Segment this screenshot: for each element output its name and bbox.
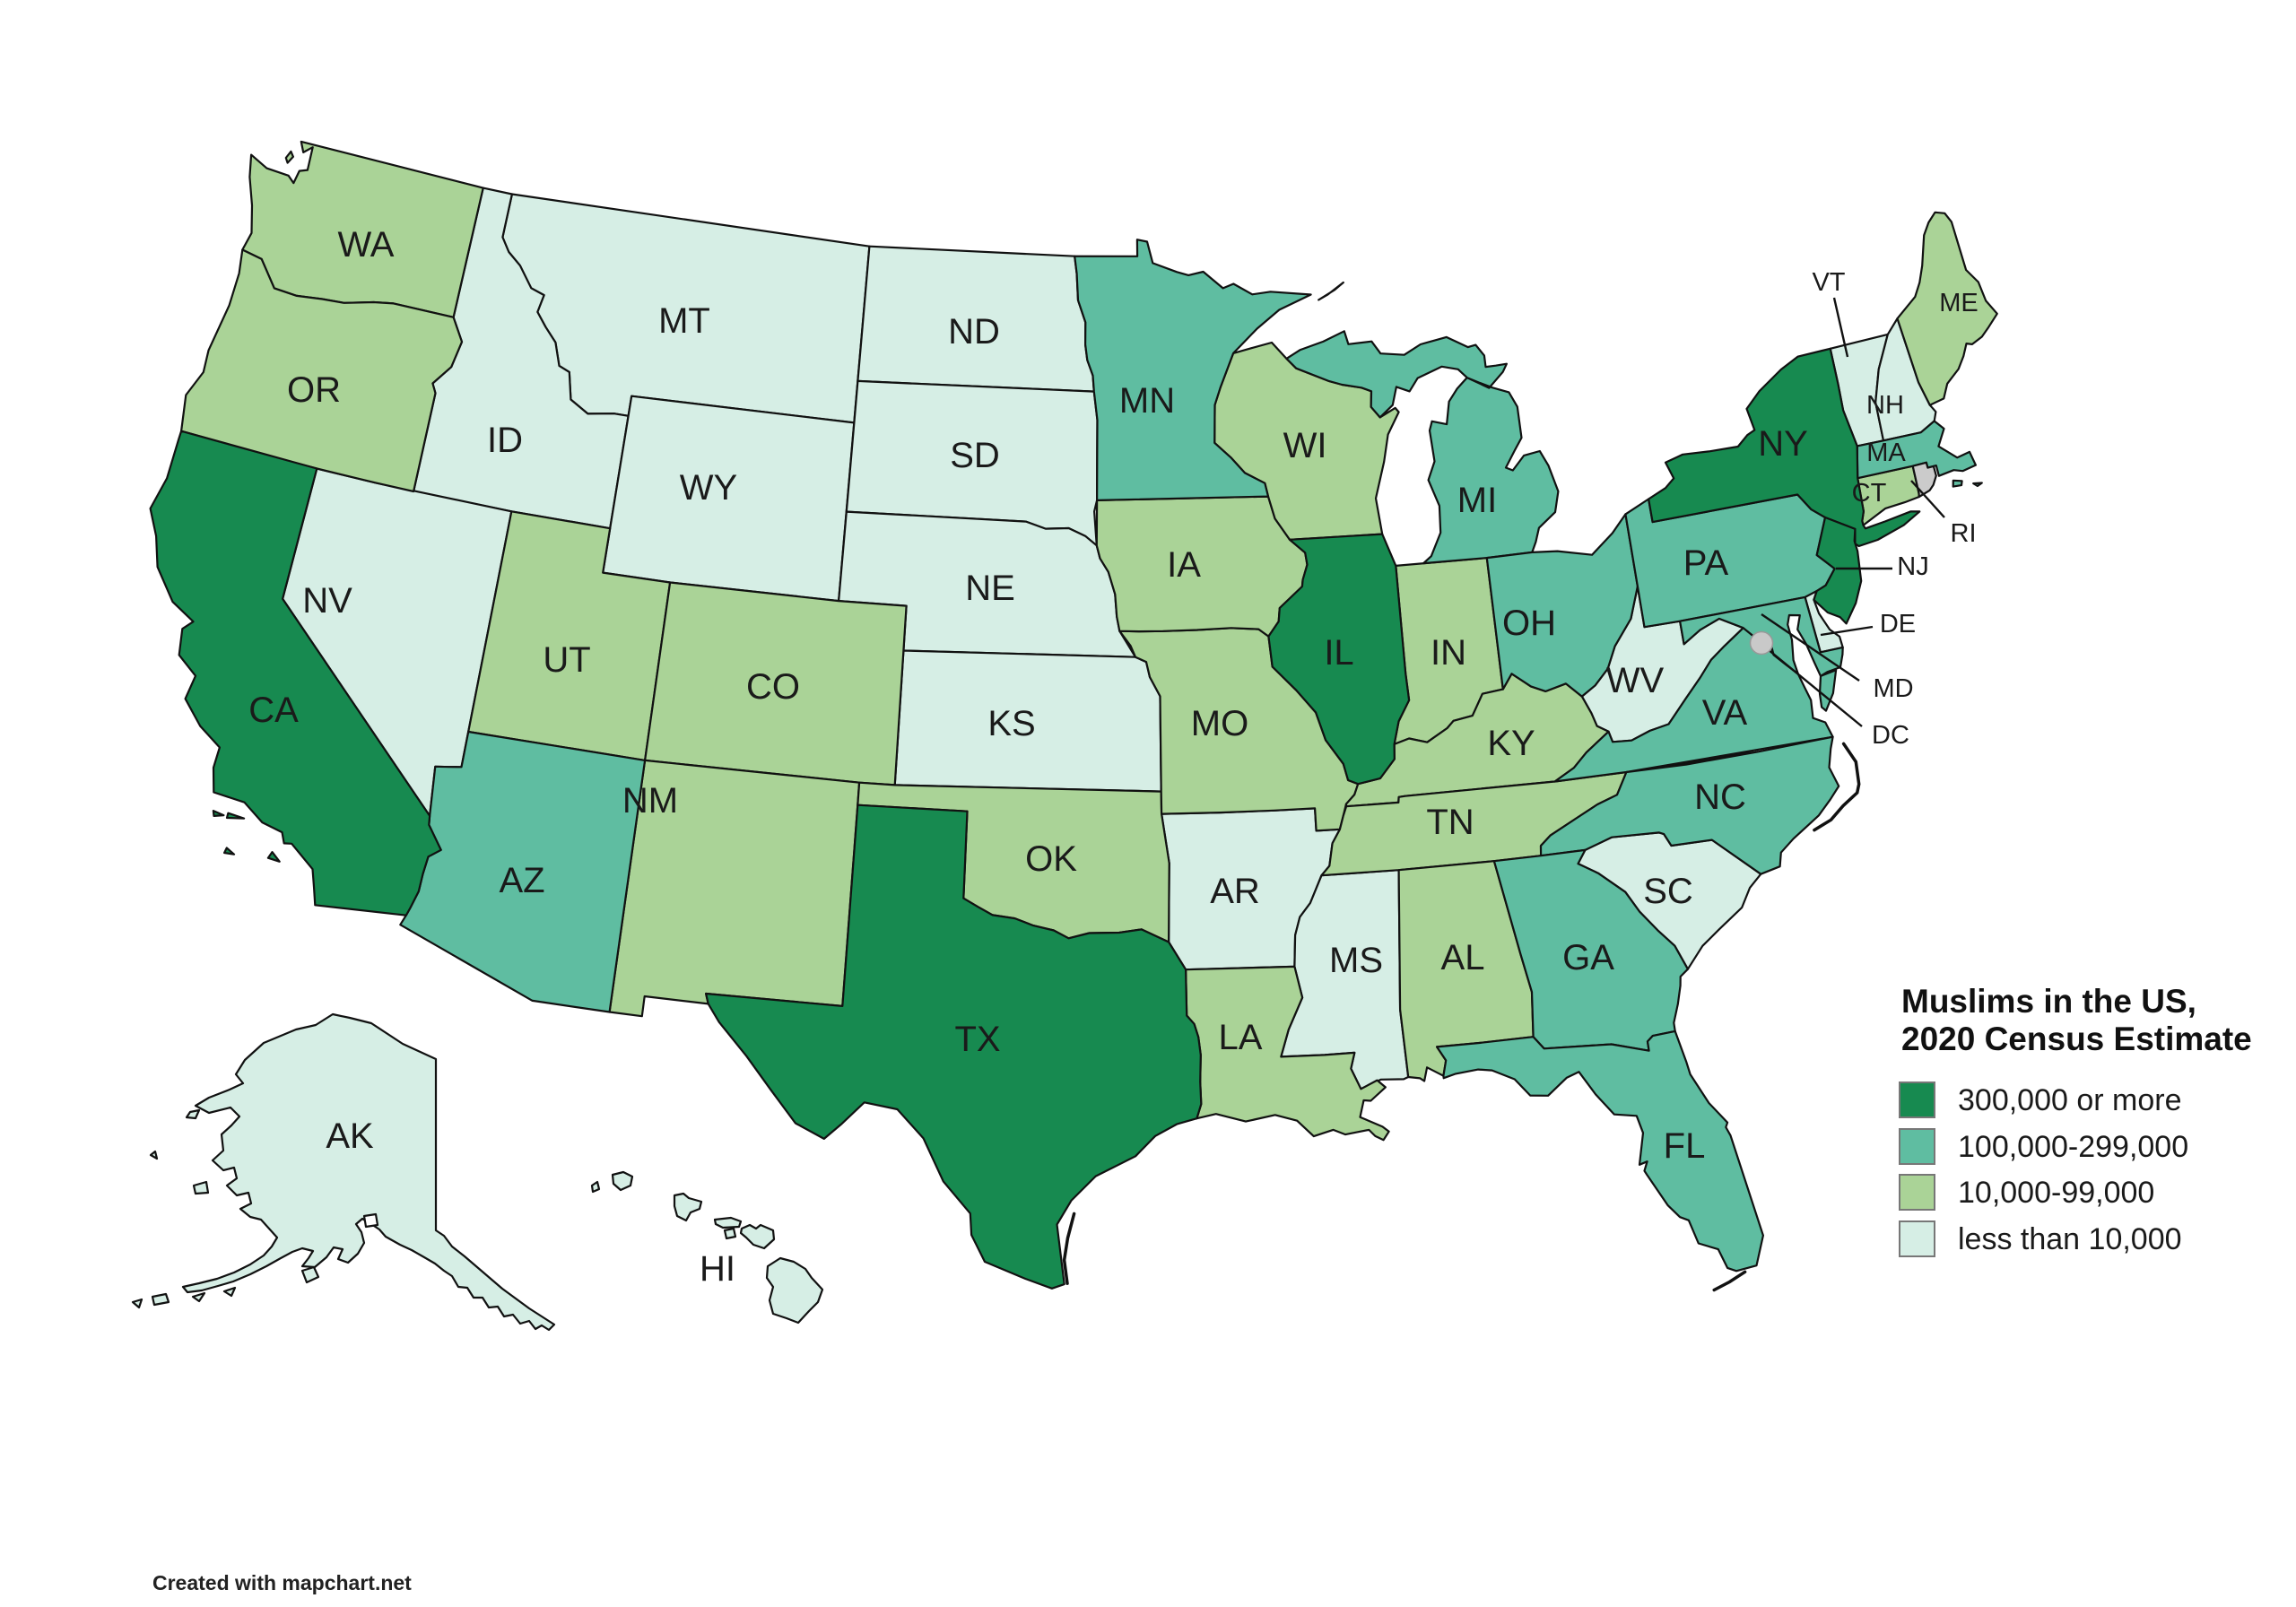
svg-text:MD: MD	[1873, 674, 1913, 703]
svg-text:WI: WI	[1283, 426, 1327, 465]
svg-text:MN: MN	[1119, 381, 1175, 421]
svg-text:MI: MI	[1457, 481, 1497, 520]
svg-text:FL: FL	[1664, 1126, 1706, 1166]
svg-text:IA: IA	[1167, 545, 1201, 585]
svg-text:NM: NM	[622, 781, 678, 821]
svg-text:MO: MO	[1191, 704, 1248, 743]
svg-text:ME: ME	[1939, 289, 1979, 317]
svg-text:less than 10,000: less than 10,000	[1958, 1222, 2182, 1256]
svg-text:MA: MA	[1866, 439, 1906, 467]
svg-text:WY: WY	[680, 468, 737, 508]
svg-text:KY: KY	[1487, 724, 1535, 763]
svg-text:TX: TX	[954, 1020, 1000, 1059]
svg-text:10,000-99,000: 10,000-99,000	[1958, 1176, 2154, 1210]
svg-text:OK: OK	[1025, 839, 1077, 879]
svg-text:GA: GA	[1562, 938, 1614, 977]
svg-text:MT: MT	[658, 301, 710, 341]
svg-text:NC: NC	[1694, 777, 1746, 817]
svg-text:SD: SD	[950, 436, 1000, 475]
svg-text:CO: CO	[746, 667, 800, 707]
svg-text:IN: IN	[1431, 633, 1466, 673]
svg-text:TN: TN	[1426, 803, 1474, 842]
svg-text:DC: DC	[1872, 721, 1909, 750]
svg-text:AZ: AZ	[499, 861, 544, 900]
svg-text:HI: HI	[700, 1249, 735, 1289]
svg-text:NV: NV	[302, 581, 352, 621]
svg-text:SC: SC	[1643, 872, 1693, 911]
svg-text:AR: AR	[1210, 872, 1260, 911]
svg-text:Created with mapchart.net: Created with mapchart.net	[152, 1571, 412, 1594]
svg-text:VA: VA	[1702, 693, 1748, 733]
svg-text:MS: MS	[1329, 941, 1383, 980]
svg-text:RI: RI	[1951, 519, 1977, 548]
svg-text:AK: AK	[326, 1116, 374, 1156]
svg-text:NJ: NJ	[1897, 552, 1928, 581]
svg-text:OH: OH	[1502, 604, 1556, 643]
svg-text:NY: NY	[1758, 424, 1808, 464]
svg-text:KS: KS	[987, 704, 1035, 743]
svg-text:WV: WV	[1606, 661, 1665, 700]
svg-text:100,000-299,000: 100,000-299,000	[1958, 1130, 2188, 1164]
svg-text:VT: VT	[1812, 268, 1845, 297]
svg-text:WA: WA	[338, 225, 395, 265]
svg-text:CT: CT	[1852, 479, 1887, 508]
svg-text:IL: IL	[1324, 633, 1353, 673]
svg-text:DE: DE	[1880, 610, 1916, 638]
svg-text:UT: UT	[543, 640, 590, 680]
svg-text:LA: LA	[1219, 1018, 1263, 1057]
svg-text:CA: CA	[248, 691, 299, 730]
svg-text:ND: ND	[948, 312, 1000, 352]
svg-text:NH: NH	[1866, 391, 1904, 420]
svg-text:2020 Census Estimate: 2020 Census Estimate	[1901, 1021, 2252, 1057]
svg-text:Muslims in the US,: Muslims in the US,	[1901, 983, 2196, 1020]
svg-text:OR: OR	[287, 370, 341, 410]
svg-text:PA: PA	[1683, 543, 1729, 583]
svg-text:300,000 or more: 300,000 or more	[1958, 1083, 2182, 1117]
svg-text:NE: NE	[965, 569, 1015, 608]
svg-text:ID: ID	[487, 421, 523, 460]
svg-text:AL: AL	[1441, 938, 1485, 977]
